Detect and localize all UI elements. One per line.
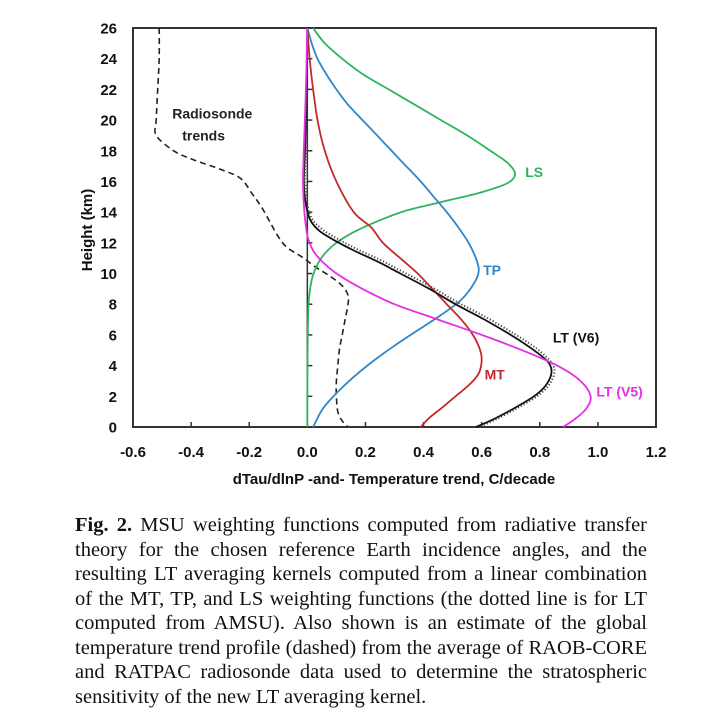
y-tick-label: 0 [109, 420, 117, 437]
chart: -0.6 -0.4 -0.2 0.0 0.2 0.4 0.6 0.8 1.0 1.2 024681… [79, 21, 666, 489]
x-tick-label: 0.0 [297, 444, 318, 461]
y-tick-label: 8 [109, 297, 117, 314]
y-tick-label: 24 [100, 51, 117, 68]
series-line-lt-v5 [302, 27, 592, 428]
x-tick-label: -0.4 [178, 444, 205, 461]
series-label-tp: TP [483, 262, 501, 278]
y-tick-label: 26 [100, 21, 117, 38]
x-tick-label: 0.2 [355, 444, 376, 461]
y-tick-label: 18 [100, 143, 117, 160]
y-tick-label: 14 [100, 205, 117, 222]
x-tick-label: -0.2 [236, 444, 262, 461]
series-label-radiosonde-trends: Radiosonde [172, 106, 252, 122]
x-tick-label: -0.6 [120, 444, 146, 461]
series-line-mt [306, 27, 483, 428]
series-line-radiosonde-trends [154, 27, 350, 428]
x-axis: -0.6 -0.4 -0.2 0.0 0.2 0.4 0.6 0.8 1.0 1.2 [120, 422, 666, 461]
x-tick-label: 0.6 [471, 444, 492, 461]
series-label-lt-v5: LT (V5) [596, 383, 642, 399]
series-label-mt: MT [485, 366, 506, 382]
y-tick-label: 4 [109, 358, 118, 375]
x-tick-label: 1.2 [646, 444, 667, 461]
series-line-lt-v6 [302, 27, 553, 428]
x-axis-title: dTau/dlnP -and- Temperature trend, C/dec… [233, 471, 556, 488]
y-tick-label: 10 [100, 266, 117, 283]
y-tick-label: 6 [109, 327, 117, 344]
series-line-lt-amsu [303, 27, 556, 428]
series-line-ls [306, 27, 516, 427]
figure-number: Fig. 2. [75, 514, 133, 536]
series-label-lt-v6: LT (V6) [553, 330, 599, 346]
series-label-radiosonde-trends: trends [182, 128, 225, 144]
series-line-tp [306, 27, 480, 428]
series-layer [154, 27, 592, 428]
caption-text: MSU weighting functions computed from ra… [75, 514, 648, 708]
x-tick-label: 0.8 [529, 444, 550, 461]
plot-frame [132, 27, 657, 428]
figure-caption: Fig. 2. MSU weighting functions computed… [75, 513, 647, 709]
y-tick-label: 12 [100, 235, 117, 252]
plot-border [132, 27, 657, 428]
x-tick-label: 0.4 [413, 444, 435, 461]
series-label-ls: LS [525, 164, 543, 180]
y-axis-title: Height (km) [79, 189, 96, 272]
y-tick-label: 2 [109, 389, 117, 406]
y-tick-label: 20 [100, 113, 117, 130]
series-labels: Radiosonde trends LS TP MT LT (V6) LT (V5) [172, 106, 643, 400]
x-tick-label: 1.0 [587, 444, 608, 461]
y-tick-label: 16 [100, 174, 117, 191]
y-tick-label: 22 [100, 82, 117, 99]
